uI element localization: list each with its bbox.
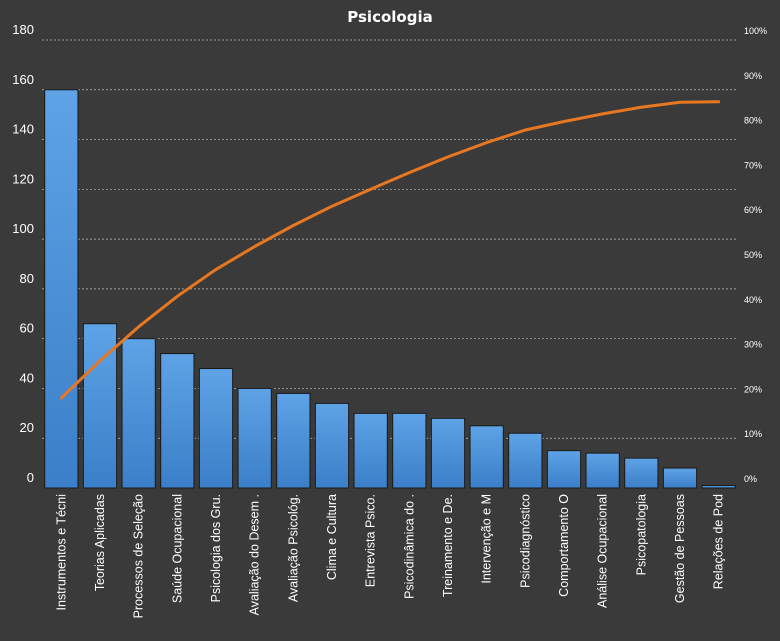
cumulative-line-group [59, 100, 721, 400]
y-axis: 0 20 40 60 80 100 120 140 160 180 [12, 22, 34, 485]
y2-tick-label: 100% [744, 26, 767, 36]
bar [353, 412, 388, 489]
x-tick-label: Processos de Seleção [132, 494, 146, 618]
bar [121, 338, 156, 489]
bar [701, 485, 736, 489]
x-tick-label: Avaliação do Desem . [248, 494, 262, 615]
bar [276, 392, 311, 489]
bar [392, 412, 427, 489]
y-tick-label: 120 [12, 171, 34, 186]
y-tick-label: 40 [20, 370, 34, 385]
y-tick-label: 0 [27, 470, 34, 485]
y-tick-label: 20 [20, 420, 34, 435]
x-tick-label: Relações de Pod [712, 494, 726, 589]
bar [469, 425, 504, 489]
bar [585, 452, 620, 489]
x-tick-label: Treinamento e De. [441, 494, 455, 597]
x-tick-label: Psicopatologia [634, 494, 648, 575]
x-tick-label: Intervenção e M [480, 494, 494, 584]
y2-tick-label: 60% [744, 205, 762, 215]
x-axis: Instrumentos e Técni Teorias Aplicadas Pro… [54, 494, 725, 619]
chart-title: Psicologia [347, 8, 432, 26]
cumulative-line [59, 100, 721, 400]
x-tick-label: Avaliação Psicológ. [286, 494, 300, 602]
bars [44, 89, 736, 489]
bar [662, 467, 698, 489]
y2-tick-label: 40% [744, 295, 762, 305]
gridlines [42, 39, 738, 439]
bar [160, 353, 195, 489]
bar [82, 323, 118, 489]
y2-tick-label: 20% [744, 384, 762, 394]
bar [546, 450, 582, 489]
x-tick-label: Saúde Ocupacional [170, 494, 184, 603]
bar [198, 368, 234, 489]
bar [624, 457, 659, 489]
y2-tick-label: 70% [744, 160, 762, 170]
x-tick-label: Análise Ocupacional [596, 494, 610, 608]
x-tick-label: Instrumentos e Técni [54, 494, 68, 611]
y-tick-label: 80 [20, 271, 34, 286]
bar [430, 417, 466, 489]
y-tick-label: 160 [12, 72, 34, 87]
x-tick-label: Teorias Aplicadas [93, 494, 107, 591]
bar [237, 387, 272, 489]
y-tick-label: 100 [12, 221, 34, 236]
bar [44, 89, 79, 489]
y2-tick-label: 80% [744, 116, 762, 126]
y-tick-label: 180 [12, 22, 34, 37]
y2-tick-label: 0% [744, 474, 757, 484]
y2-axis: 0% 10% 20% 30% 40% 50% 60% 70% 80% 90% 100% [744, 26, 767, 484]
bar [314, 402, 350, 489]
y2-tick-label: 30% [744, 340, 762, 350]
y2-tick-label: 90% [744, 71, 762, 81]
x-tick-label: Psicodinâmica do . [402, 494, 416, 599]
y2-tick-label: 10% [744, 429, 762, 439]
x-tick-label: Psicologia dos Gru. [209, 494, 223, 602]
bar [508, 432, 543, 489]
y-tick-label: 140 [12, 122, 34, 137]
x-tick-label: Comportamento O [557, 494, 571, 597]
x-tick-label: Entrevista Psico. [364, 494, 378, 587]
y2-tick-label: 50% [744, 250, 762, 260]
x-tick-label: Gestão de Pessoas [673, 494, 687, 603]
y-tick-label: 60 [20, 321, 34, 336]
x-tick-label: Psicodiagnóstico [518, 494, 532, 588]
x-tick-label: Clima e Cultura [325, 494, 339, 580]
